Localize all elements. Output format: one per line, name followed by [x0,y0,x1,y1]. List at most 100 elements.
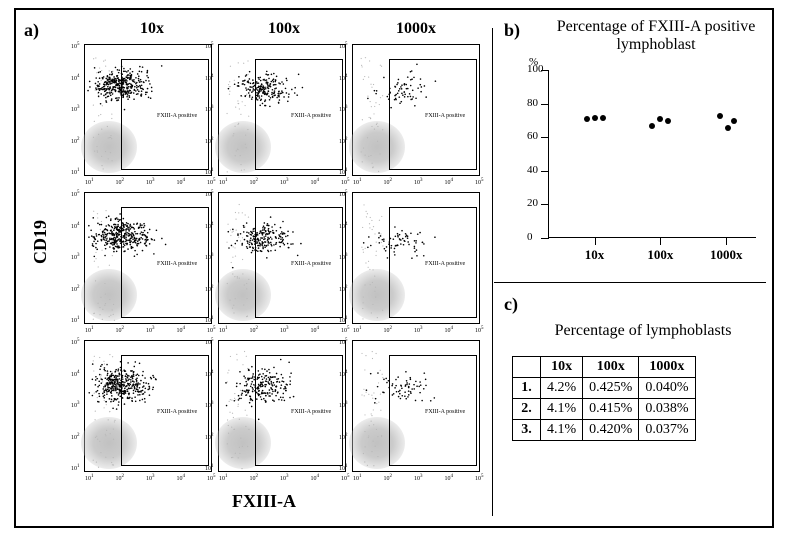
x-tick-label: 104 [445,178,454,186]
y-tick-label: 102 [205,433,214,441]
table-cell: 0.420% [583,420,639,441]
x-tick-label: 102 [116,178,125,186]
cytometry-plot: FXIII-A positive101101102102103103104104… [218,44,346,176]
y-tick-label: 102 [339,433,348,441]
cytometry-plot: FXIII-A positive101101102102103103104104… [352,44,480,176]
data-point [592,115,598,121]
y-tick-label: 102 [205,285,214,293]
data-point [600,115,606,121]
x-tick-label: 105 [341,474,350,482]
y-tick-label: 103 [71,401,80,409]
panel-b-y-tick-label: 100 [527,63,544,75]
panel-c: c) Percentage of lymphoblasts 10x100x100… [500,294,768,518]
x-tick-label: 104 [311,326,320,334]
x-tick-label: 104 [177,326,186,334]
cytometry-grid: FXIII-A positive 101 101 102 102 103 103 104 104… [84,44,480,480]
x-tick-label: 105 [207,474,216,482]
panel-b-x-tick-label: 1000x [710,247,743,263]
y-tick-label: 101 [339,316,348,324]
table-cell: 0.425% [583,378,639,399]
x-tick-label: 101 [353,326,362,334]
data-point [725,125,731,131]
cytometry-plot: FXIII-A positive101101102102103103104104… [218,340,346,472]
col-header: 100x [218,20,350,38]
x-tick-label: 101 [353,178,362,186]
table-header: 100x [583,357,639,378]
table-cell: 4.1% [541,420,583,441]
gate-label: FXIII-A positive [291,113,331,119]
y-tick-label: 104 [339,74,348,82]
data-point [731,118,737,124]
y-tick-label: 101 [71,464,80,472]
x-tick-label: 105 [207,178,216,186]
y-tick-label: 103 [339,253,348,261]
y-tick-label: 104 [71,370,80,378]
x-tick-label: 104 [177,474,186,482]
panel-b-y-tick-label: 60 [527,130,538,142]
x-tick-label: 102 [384,178,393,186]
y-tick-label: 105 [71,190,80,198]
panel-c-label: c) [504,294,518,315]
gate-label: FXIII-A positive [157,113,197,119]
y-tick-label: 105 [339,338,348,346]
y-tick-label: 104 [205,222,214,230]
gate-label: FXIII-A positive [425,261,465,267]
y-tick-label: 102 [71,137,80,145]
y-tick-label: 104 [205,74,214,82]
gate-label: FXIII-A positive [291,409,331,415]
figure-frame: a) 10x 100x 1000x FXIII-A positive101101… [14,8,774,528]
x-tick-label: 104 [445,474,454,482]
y-tick-label: 104 [339,370,348,378]
x-tick-label: 102 [116,326,125,334]
vertical-separator [492,28,493,516]
panel-a-y-axis-label: CD19 [30,220,51,264]
x-tick-label: 103 [280,178,289,186]
x-tick-label: 104 [311,178,320,186]
panel-b-y-tick-label: 80 [527,97,538,109]
x-tick-label: 102 [384,326,393,334]
table-row-header: 3. [513,420,541,441]
y-tick-label: 103 [71,253,80,261]
panel-b-y-tick-label: 0 [527,231,533,243]
x-tick-label: 102 [116,474,125,482]
x-tick-label: 105 [341,326,350,334]
gate-label: FXIII-A positive [291,261,331,267]
x-tick-label: 103 [414,474,423,482]
table-cell: 0.040% [639,378,695,399]
x-tick-label: 103 [414,178,423,186]
x-tick-label: 103 [146,474,155,482]
panel-a: a) 10x 100x 1000x FXIII-A positive101101… [22,14,482,516]
y-tick-label: 105 [205,42,214,50]
x-tick-label: 101 [219,326,228,334]
y-tick-label: 103 [339,105,348,113]
horizontal-separator [494,282,766,283]
y-tick-label: 101 [71,168,80,176]
data-point [649,123,655,129]
gate-label: FXIII-A positive [425,409,465,415]
panel-c-title: Percentage of lymphoblasts [528,322,758,340]
table-row: 2.4.1%0.415%0.038% [513,399,696,420]
y-tick-label: 105 [205,190,214,198]
cytometry-plot: FXIII-A positive101101102102103103104104… [352,192,480,324]
col-header: 1000x [350,20,482,38]
cytometry-plot: FXIII-A positive101101102102103103104104… [218,192,346,324]
y-tick-label: 101 [339,168,348,176]
x-tick-label: 105 [475,178,484,186]
panel-b: b) Percentage of FXIII-A positive lympho… [500,16,768,274]
x-tick-label: 101 [353,474,362,482]
panel-b-chart: % 02040608010010x100x1000x [548,70,756,238]
x-tick-label: 102 [250,178,259,186]
y-tick-label: 104 [205,370,214,378]
y-tick-label: 103 [205,401,214,409]
data-point [657,116,663,122]
x-tick-label: 103 [146,178,155,186]
y-tick-label: 102 [71,433,80,441]
y-tick-label: 103 [205,105,214,113]
y-tick-label: 101 [71,316,80,324]
table-cell: 4.2% [541,378,583,399]
panel-c-table: 10x100x1000x1.4.2%0.425%0.040%2.4.1%0.41… [512,356,696,441]
gate-label: FXIII-A positive [157,409,197,415]
y-tick-label: 103 [205,253,214,261]
y-tick-label: 105 [339,42,348,50]
table-cell: 0.037% [639,420,695,441]
